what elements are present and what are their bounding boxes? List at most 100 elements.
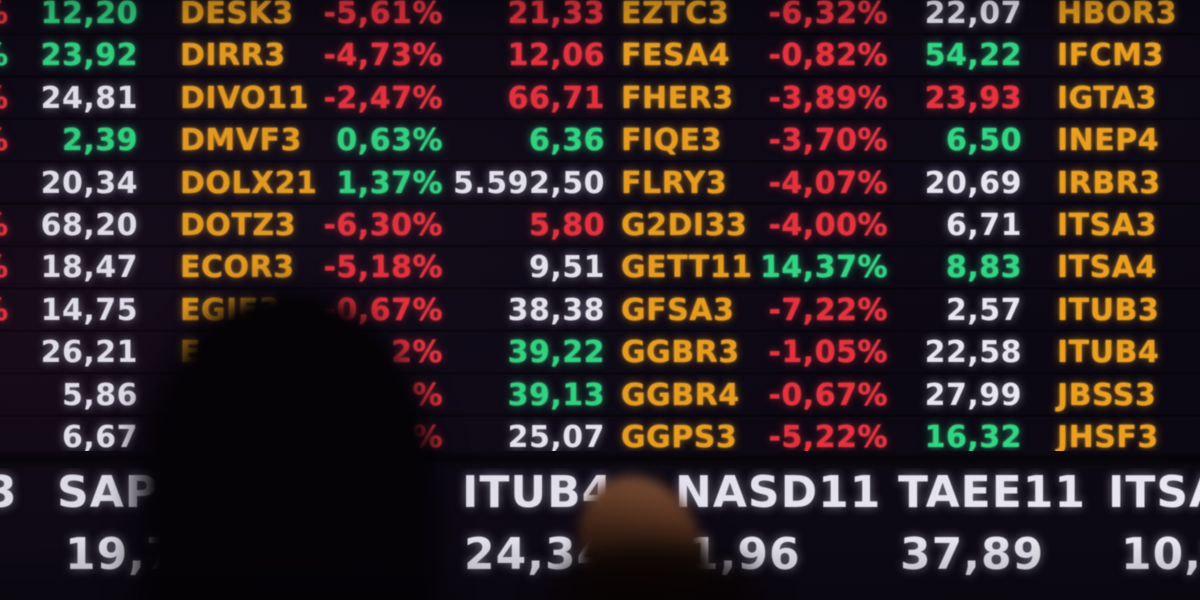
percent-change: -3,70% [768, 123, 888, 159]
ticker-symbol: FESA4 [621, 38, 731, 74]
ticker-symbol: ECOR3 [180, 250, 295, 286]
band-ticker-symbol: ITSA [1108, 467, 1200, 518]
percent-change: 14,37% [760, 250, 888, 286]
last-price: 14,75 [40, 292, 138, 328]
last-price: 21,33 [507, 0, 605, 31]
ticker-symbol: DIVO11 [180, 80, 310, 116]
clipped-percent-fragment: % [0, 120, 12, 162]
percent-change: 0,63% [336, 123, 443, 159]
ticker-symbol: HBOR3 [1057, 0, 1177, 31]
last-price: 6,36 [528, 123, 605, 159]
ticker-symbol: GGBR3 [621, 335, 740, 371]
ticker-symbol: FIQE3 [621, 123, 723, 159]
percent-change: -5,18% [323, 250, 443, 286]
last-price: 6,67 [61, 419, 138, 455]
percent-change: -2,47% [323, 80, 443, 116]
last-price: 24,81 [40, 80, 138, 116]
clipped-percent-fragment: % [0, 0, 12, 35]
ticker-symbol: JBSS3 [1057, 377, 1157, 413]
percent-change: -0,67% [768, 377, 888, 413]
last-price: 66,71 [507, 80, 605, 116]
ticker-symbol: GETT11 [621, 250, 753, 286]
ticker-symbol: IGTA3 [1057, 80, 1157, 116]
ticker-symbol: ITSA3 [1057, 207, 1157, 243]
last-price: 2,57 [945, 292, 1022, 328]
percent-change: -3,89% [768, 80, 888, 116]
band-price: 24,34 [464, 529, 609, 580]
last-price: 22,07 [924, 0, 1022, 31]
percent-change: -0,82% [768, 38, 888, 74]
last-price: 2,39 [61, 123, 138, 159]
last-price: 6,50 [945, 123, 1022, 159]
ticker-symbol: INEP4 [1057, 123, 1160, 159]
last-price: 22,58 [924, 335, 1022, 371]
board-row: % 24,81 DIVO11 -2,47% 66,71 FHER3 -3,89%… [0, 78, 1200, 120]
last-price: 9,51 [528, 250, 605, 286]
clipped-percent-fragment: % [0, 78, 12, 120]
last-price: 12,20 [40, 0, 138, 31]
last-price: 12,06 [507, 38, 605, 74]
last-price: 18,47 [40, 250, 138, 286]
last-price: 8,83 [945, 250, 1022, 286]
band-price: 19,7 [65, 529, 178, 580]
percent-change: -6,30% [323, 207, 443, 243]
percent-change: -4,00% [768, 207, 888, 243]
ticker-symbol: JHSF3 [1057, 419, 1159, 455]
ticker-symbol: ITUB4 [1057, 335, 1160, 371]
last-price: 68,20 [40, 207, 138, 243]
last-price: 54,22 [924, 38, 1022, 74]
board-row: % 68,20 DOTZ3 -6,30% 5,80 G2DI33 -4,00% … [0, 205, 1200, 247]
last-price: 6,71 [945, 207, 1022, 243]
last-price: 5,80 [528, 207, 605, 243]
last-price: 16,32 [924, 419, 1022, 455]
band-item: 3 [0, 462, 18, 600]
percent-change: 1,37% [336, 165, 443, 201]
ticker-symbol: DESK3 [180, 0, 294, 31]
board-row: % 12,20 DESK3 -5,61% 21,33 EZTC3 -6,32% … [0, 0, 1200, 35]
band-item: NASD11 ' 1,96 [672, 462, 882, 600]
last-price: 39,13 [507, 377, 605, 413]
last-price: 23,93 [924, 80, 1022, 116]
clipped-percent-fragment: % [0, 205, 12, 247]
ticker-symbol: GFSA3 [621, 292, 735, 328]
ticker-symbol: IFCM3 [1057, 38, 1164, 74]
band-ticker-symbol: 3 [0, 467, 18, 518]
ticker-symbol: DMVF3 [180, 123, 302, 159]
last-price: 5,86 [61, 377, 138, 413]
ticker-symbol: DOTZ3 [180, 207, 296, 243]
clipped-percent-fragment: % [0, 247, 12, 289]
ticker-symbol: G2DI33 [621, 207, 748, 243]
last-price: 23,92 [40, 38, 138, 74]
clipped-percent-fragment: % [0, 290, 12, 332]
board-row: % 18,47 ECOR3 -5,18% 9,51 GETT11 14,37% … [0, 247, 1200, 289]
ticker-symbol: GGBR4 [621, 377, 740, 413]
band-price: 1,96 [688, 529, 801, 580]
percent-change: -6,32% [768, 0, 888, 31]
band-item: SAPR 19,7 [57, 462, 193, 600]
ticker-symbol: GGPS3 [621, 419, 738, 455]
band-ticker-symbol: ITUB4 [462, 467, 614, 518]
band-item: ITSA 10,9 [1108, 462, 1200, 600]
band-item: ITUB4 24,34 [462, 462, 613, 600]
last-price: 39,22 [507, 335, 605, 371]
percent-change: -1,05% [768, 335, 888, 371]
board-row: % 23,92 DIRR3 -4,73% 12,06 FESA4 -0,82% … [0, 35, 1200, 77]
ticker-symbol: IRBR3 [1057, 165, 1161, 201]
last-price: 20,69 [924, 165, 1022, 201]
ticker-symbol: DOLX21 [180, 165, 318, 201]
percent-change: -4,07% [768, 165, 888, 201]
board: % 12,20 DESK3 -5,61% 21,33 EZTC3 -6,32% … [0, 0, 1200, 455]
section-divider [0, 451, 1200, 468]
last-price: 27,99 [924, 377, 1022, 413]
band-price: 37,89 [900, 529, 1045, 580]
bottom-band: 3 SAPR 19,7 ITUB4 24,34 NASD11 ' 1,96 TA… [0, 462, 1200, 600]
band-ticker-symbol: SAPR [57, 467, 193, 518]
clipped-percent-fragment: % [0, 35, 12, 77]
band-ticker-symbol: NASD11 [675, 467, 882, 518]
percent-change: -5,61% [323, 0, 443, 31]
board-row: 20,34 DOLX21 1,37% 5.592,50 FLRY3 -4,07%… [0, 163, 1200, 205]
partial-digit-fragment: ' [672, 528, 684, 572]
board-row: % 2,39 DMVF3 0,63% 6,36 FIQE3 -3,70% 6,5… [0, 120, 1200, 162]
